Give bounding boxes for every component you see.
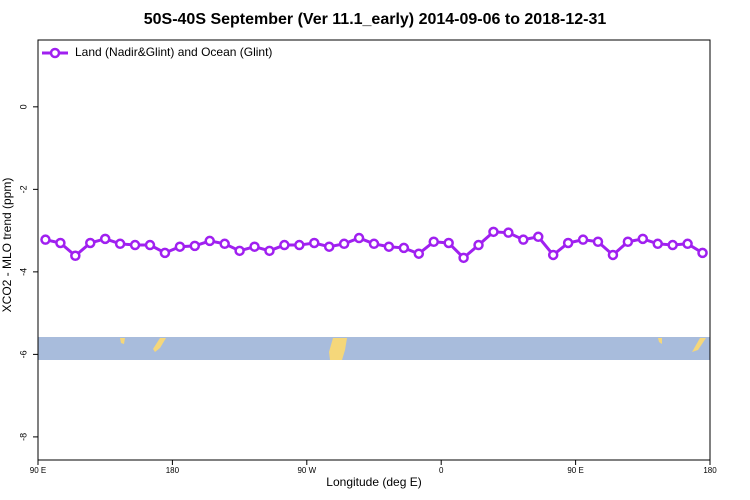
data-point: [219, 238, 230, 250]
data-point: [622, 236, 634, 247]
land-patch: [692, 338, 706, 352]
y-tick-label: 0: [18, 104, 28, 109]
data-point: [413, 248, 425, 259]
x-tick-label: 90 E: [567, 466, 583, 475]
data-point: [204, 235, 215, 247]
x-tick-label: 0: [439, 466, 444, 475]
data-point: [607, 249, 619, 261]
x-tick-label: 180: [166, 466, 180, 475]
data-point: [443, 237, 454, 249]
data-point: [562, 237, 574, 249]
data-point: [697, 247, 708, 259]
data-point: [264, 245, 275, 257]
data-point: [428, 236, 439, 247]
land-patch: [329, 338, 347, 360]
data-point: [488, 226, 499, 238]
y-tick-label: -2: [18, 185, 28, 193]
data-point: [473, 239, 484, 251]
data-point: [637, 233, 649, 245]
data-point: [652, 238, 663, 250]
data-point: [294, 239, 305, 251]
data-point: [323, 241, 335, 252]
ocean-band: [38, 337, 710, 360]
chart-title: 50S-40S September (Ver 11.1_early) 2014-…: [144, 11, 607, 28]
land-ocean-strip: [38, 337, 710, 360]
data-point: [159, 247, 171, 259]
data-point: [40, 234, 51, 245]
y-tick-label: -6: [18, 350, 28, 358]
data-point: [279, 239, 290, 251]
data-point: [114, 238, 126, 250]
data-point: [577, 234, 589, 245]
data-point: [309, 237, 320, 249]
land-patch: [120, 338, 125, 344]
data-point: [85, 237, 96, 249]
y-tick-label: -4: [18, 268, 28, 276]
x-tick-label: 90 W: [297, 466, 316, 475]
data-point: [353, 232, 365, 244]
land-patch: [153, 338, 166, 352]
data-point: [338, 238, 350, 250]
data-point: [70, 250, 81, 262]
data-point: [503, 227, 514, 238]
data-point: [234, 245, 245, 257]
x-axis-label: Longitude (deg E): [326, 475, 421, 489]
data-point: [682, 238, 693, 250]
data-point: [189, 240, 201, 252]
data-point: [667, 239, 678, 251]
data-point: [383, 241, 395, 252]
data-point: [533, 231, 544, 243]
data-point: [174, 241, 186, 252]
data-point: [129, 239, 141, 251]
data-point: [55, 237, 66, 249]
data-point: [368, 238, 380, 250]
data-point: [547, 249, 559, 261]
data-point: [249, 241, 260, 252]
data-point: [458, 252, 469, 264]
legend-label: Land (Nadir&Glint) and Ocean (Glint): [75, 45, 272, 59]
data-point: [518, 234, 529, 245]
data-point: [144, 239, 156, 251]
x-tick-label: 180: [703, 466, 717, 475]
land-patch: [658, 338, 662, 344]
data-point: [99, 233, 111, 245]
data-point: [398, 242, 410, 254]
y-axis-label: XCO2 - MLO trend (ppm): [0, 178, 14, 313]
y-tick-label: -8: [18, 433, 28, 441]
data-point: [592, 236, 604, 247]
x-tick-label: 90 E: [30, 466, 46, 475]
legend-marker: [49, 47, 61, 59]
plot-frame: [37, 39, 711, 461]
